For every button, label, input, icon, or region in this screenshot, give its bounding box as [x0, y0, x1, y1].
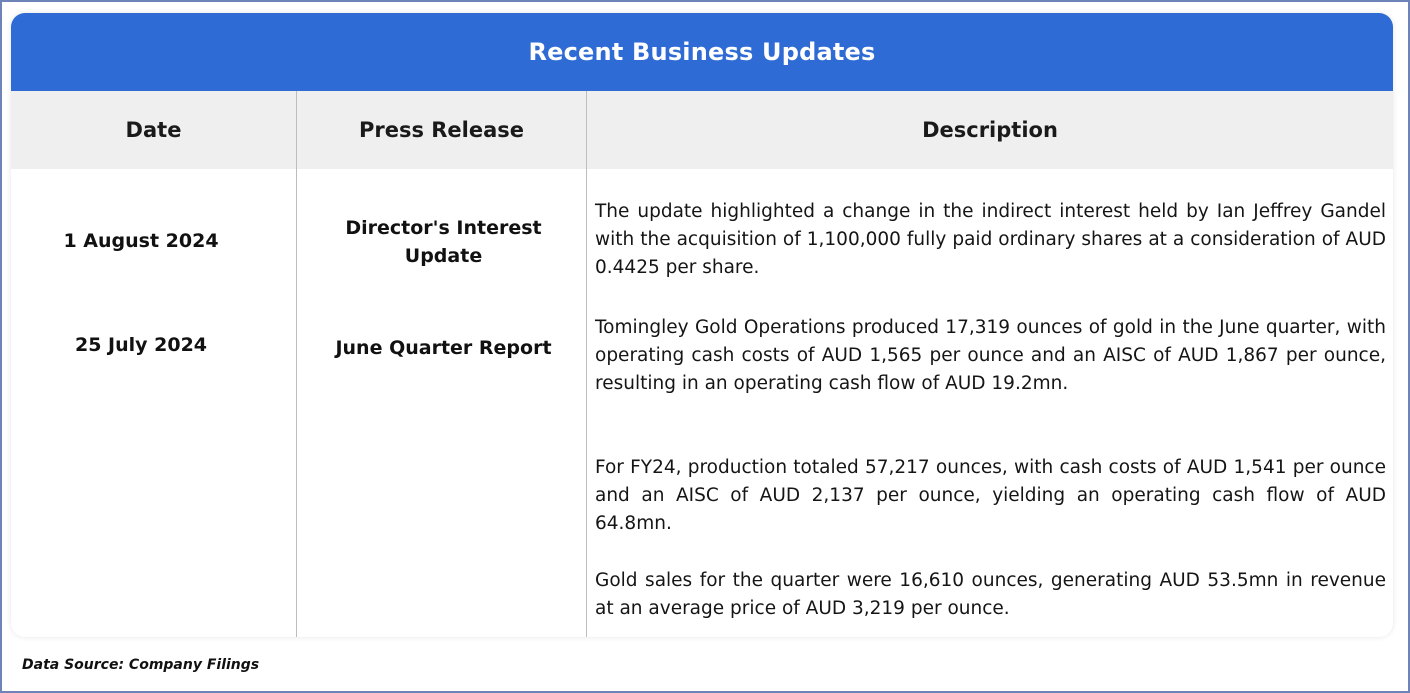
row-1-press-release: Director's Interest Update	[345, 217, 542, 267]
data-source-note: Data Source: Company Filings	[22, 657, 260, 673]
column-divider	[296, 91, 297, 637]
column-divider	[586, 91, 587, 637]
table-title: Recent Business Updates	[528, 38, 876, 66]
column-header-description: Description	[922, 118, 1058, 142]
row-2-description-paragraph-1: Tomingley Gold Operations produced 17,31…	[595, 317, 1386, 394]
column-header-press-release: Press Release	[358, 118, 525, 142]
table-header-row: Date Press Release Description	[11, 91, 1393, 169]
row-1-description: The update highlighted a change in the i…	[595, 201, 1386, 278]
row-2-description-paragraph-3: Gold sales for the quarter were 16,610 o…	[595, 570, 1386, 619]
row-2-press-release: June Quarter Report	[335, 337, 552, 359]
row-2-description-paragraph-2: For FY24, production totaled 57,217 ounc…	[595, 457, 1386, 534]
updates-table-card: Recent Business Updates Date Press Relea…	[11, 13, 1393, 637]
column-header-date: Date	[125, 118, 182, 142]
table-title-bar: Recent Business Updates	[11, 13, 1393, 91]
row-2-date: 25 July 2024	[74, 334, 208, 356]
row-1-date: 1 August 2024	[63, 230, 219, 252]
